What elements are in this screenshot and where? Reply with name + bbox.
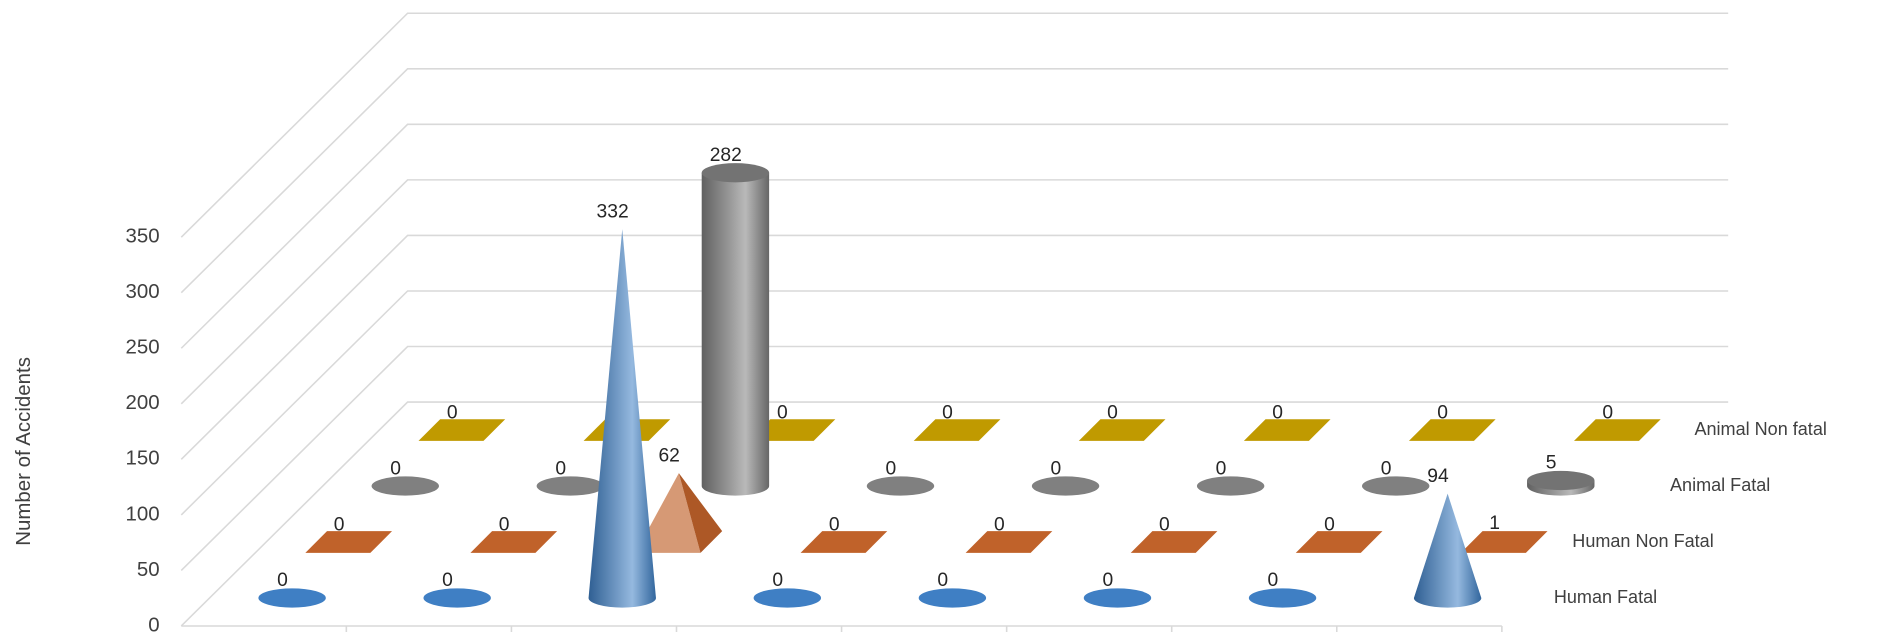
cone [588,229,656,608]
value-label: 0 [772,570,783,591]
cylinder [1031,476,1100,496]
box [748,419,836,441]
pyramid [1130,531,1218,553]
value-label: 0 [1268,570,1279,591]
grid-line [180,345,1729,571]
value-label: 94 [1427,466,1449,487]
box [418,419,506,441]
value-label: 332 [597,201,629,222]
y-tick-label: 300 [125,280,159,303]
y-tick-label: 150 [125,447,159,470]
series-label: Human Non Fatal [1572,531,1713,551]
series-label: Animal Fatal [1670,475,1770,495]
grid-line [180,123,1729,349]
value-label: 0 [829,514,840,535]
value-label: 1 [1489,513,1500,534]
grid-line [180,68,1729,294]
cylinder [371,476,439,496]
cone [918,588,987,608]
value-label: 0 [1324,514,1335,535]
value-label: 0 [937,570,948,591]
pyramid [1295,531,1383,553]
value-label: 0 [1272,402,1283,423]
pyramid [305,531,393,553]
box [1574,419,1661,441]
y-axis-title: Number of Accidents [12,357,35,546]
cylinder [536,476,605,496]
y-tick-label: 100 [125,502,159,525]
value-label: 0 [447,402,458,423]
pyramid [470,531,558,553]
value-label: 282 [710,145,742,166]
value-label: 0 [277,570,288,591]
grid-line [180,234,1729,460]
value-label: 0 [1102,570,1113,591]
cone [1083,588,1152,608]
value-label: 0 [885,458,896,479]
y-tick-label: 250 [125,336,159,359]
cone [1413,493,1482,608]
cone [1248,588,1317,608]
cone [423,588,491,608]
cone [258,588,326,608]
value-label: 0 [1107,402,1118,423]
cylinder-top [701,163,770,183]
pyramid [800,531,888,553]
value-label: 0 [442,570,453,591]
value-label: 0 [1051,458,1062,479]
box [1408,419,1496,441]
value-label: 62 [658,445,679,466]
y-tick-label: 200 [125,391,159,414]
box [1078,419,1166,441]
cylinder [1196,476,1265,496]
grid-line [180,290,1729,516]
cylinder [866,476,935,496]
value-label: 0 [994,514,1005,535]
series-label: Animal Non fatal [1694,419,1826,439]
box [1243,419,1331,441]
cylinder [1361,476,1430,496]
grid-line [180,401,1729,627]
value-label: 0 [555,458,566,479]
series [258,229,1482,608]
series-label: Human Fatal [1554,587,1657,607]
pyramid [965,531,1053,553]
value-label: 0 [942,402,953,423]
y-tick-label: 0 [148,613,159,632]
value-label: 5 [1546,453,1557,474]
value-label: 0 [390,458,401,479]
grid-line [180,12,1729,238]
box [913,419,1001,441]
value-label: 0 [777,402,788,423]
y-tick-label: 350 [125,225,159,248]
value-label: 0 [1381,458,1392,479]
grid-line [180,179,1729,405]
value-label: 0 [1216,458,1227,479]
cylinder [701,172,770,496]
y-tick-label: 50 [137,558,160,581]
pyramid [635,473,701,553]
cylinder-top [1527,470,1595,491]
value-label: 0 [1437,402,1448,423]
series [371,163,1595,496]
value-label: 0 [1602,402,1613,423]
value-label: 0 [334,514,345,535]
pyramid [1460,531,1548,553]
value-label: 0 [499,514,510,535]
cone [753,588,822,608]
series [305,473,1548,553]
pyramid-side [678,473,723,553]
value-label: 0 [1159,514,1170,535]
